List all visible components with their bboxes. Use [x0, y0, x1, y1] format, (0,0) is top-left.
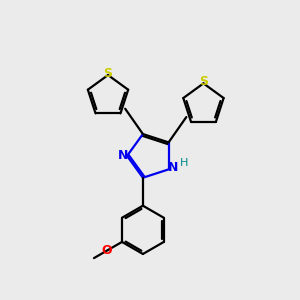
Text: N: N: [117, 149, 128, 162]
Text: N: N: [168, 161, 178, 174]
Text: S: S: [103, 67, 112, 80]
Text: S: S: [200, 75, 208, 88]
Text: O: O: [101, 244, 112, 256]
Text: H: H: [180, 158, 188, 168]
